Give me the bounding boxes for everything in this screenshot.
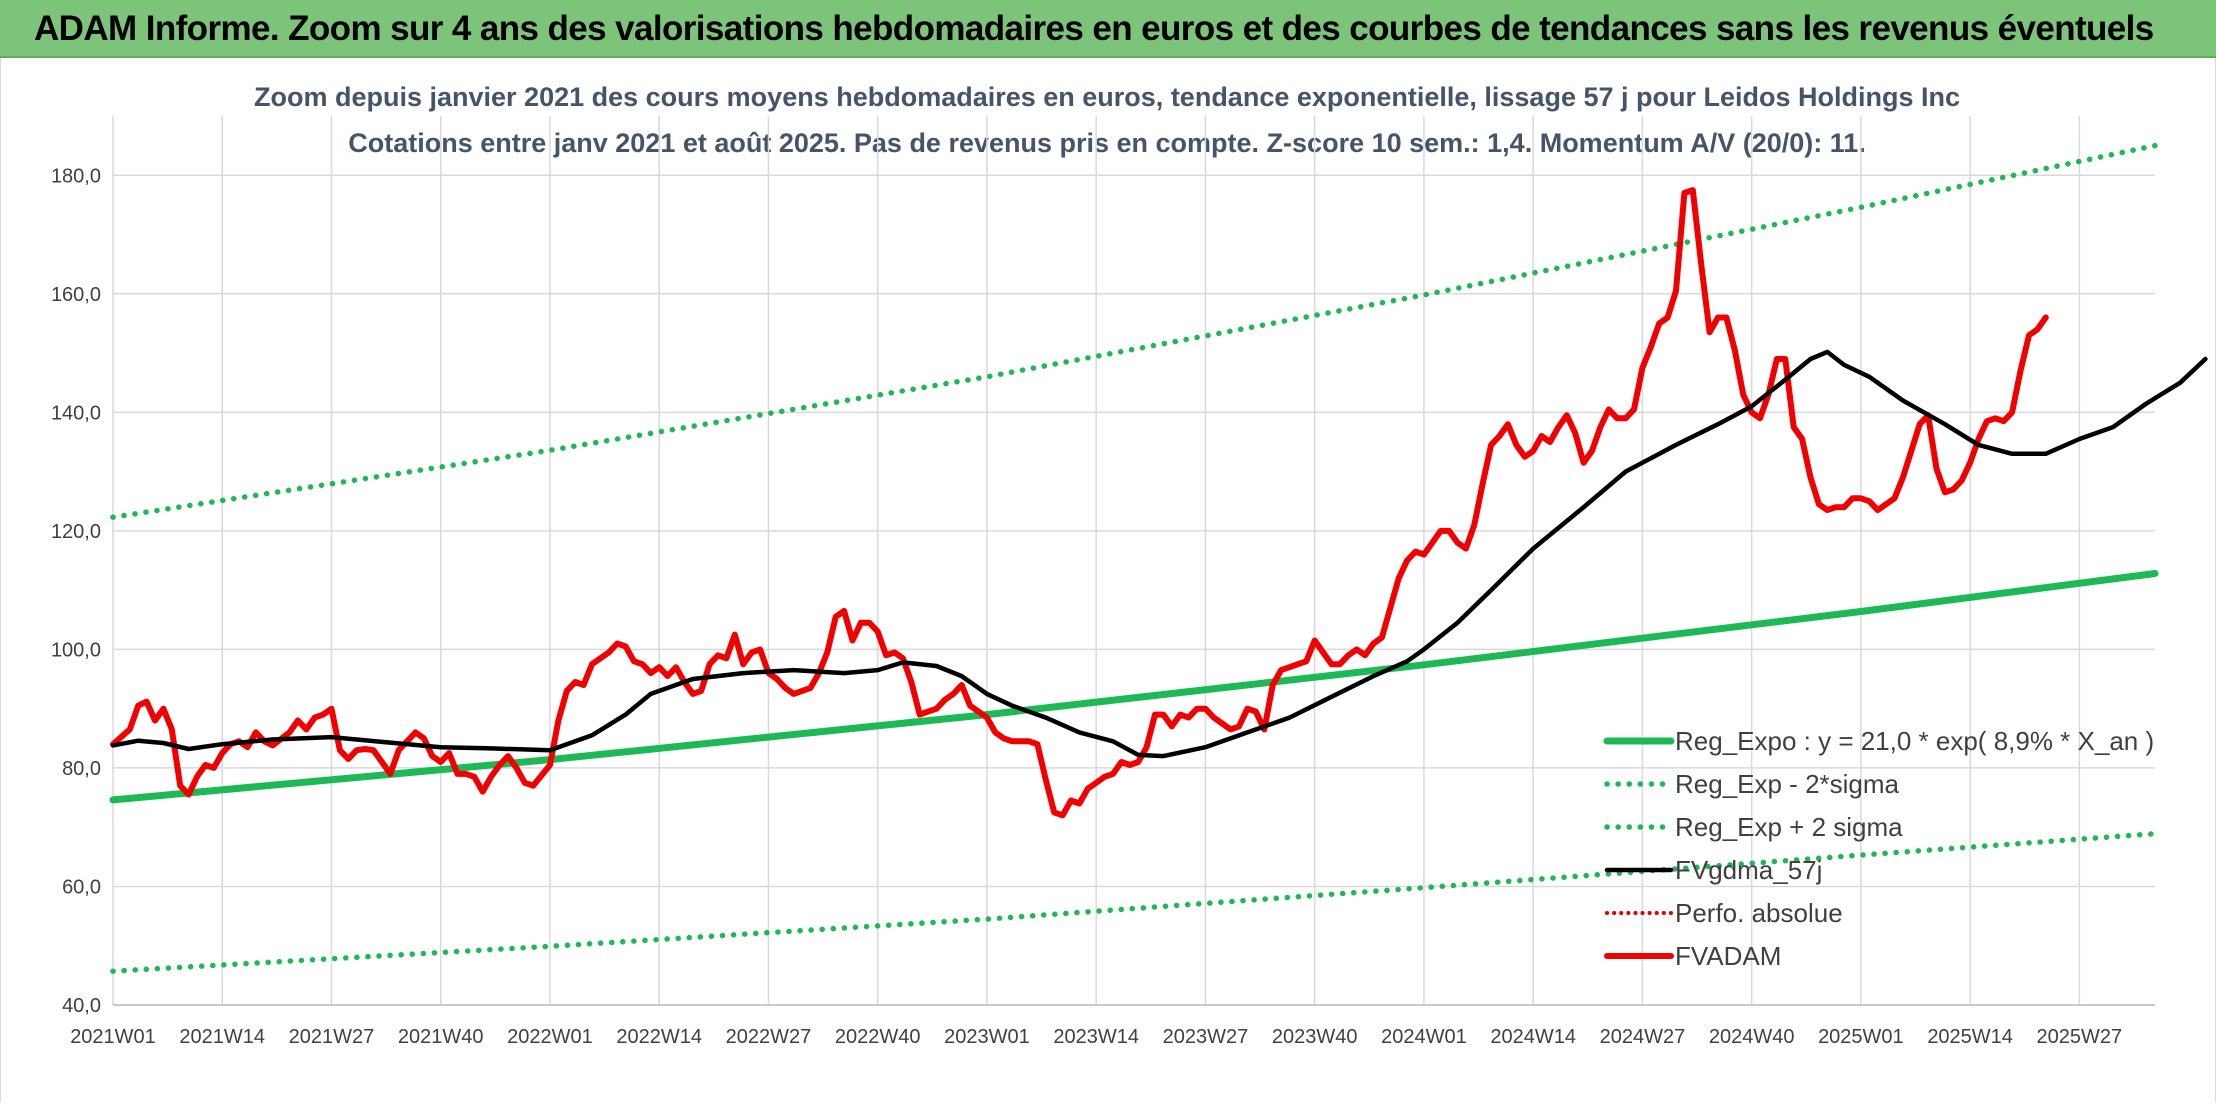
x-tick-label: 2024W01: [1381, 1026, 1467, 1048]
y-tick-label: 80,0: [62, 758, 101, 780]
legend-label: Reg_Exp + 2 sigma: [1675, 812, 1903, 842]
x-tick-label: 2025W27: [2037, 1026, 2123, 1048]
x-tick-label: 2024W27: [1600, 1026, 1686, 1048]
series-line-solid-black: [110, 349, 2208, 759]
series-line-dotted-green: [110, 830, 2158, 974]
chart-title-line1: Zoom depuis janvier 2021 des cours moyen…: [254, 82, 1960, 112]
x-tick-label: 2024W40: [1709, 1026, 1795, 1048]
chart-frame: Zoom depuis janvier 2021 des cours moyen…: [0, 58, 2216, 1102]
x-tick-label: 2023W14: [1053, 1026, 1139, 1048]
legend-label: FVADAM: [1675, 941, 1781, 971]
series: [109, 142, 2208, 974]
x-tick-label: 2022W14: [616, 1026, 702, 1048]
x-tick-label: 2023W01: [944, 1026, 1030, 1048]
series-line-solid-green: [109, 570, 2159, 804]
legend-label: Reg_Exp - 2*sigma: [1675, 769, 1900, 799]
y-tick-label: 180,0: [51, 165, 101, 187]
series-line-solid-red: [110, 187, 2049, 819]
x-tick-label: 2021W40: [398, 1026, 484, 1048]
x-tick-label: 2025W01: [1818, 1026, 1904, 1048]
y-tick-label: 160,0: [51, 284, 101, 306]
x-tick-label: 2022W40: [835, 1026, 921, 1048]
legend-label: Reg_Expo : y = 21,0 * exp( 8,9% * X_an ): [1675, 726, 2154, 756]
x-tick-label: 2023W27: [1163, 1026, 1249, 1048]
x-tick-label: 2024W14: [1490, 1026, 1576, 1048]
legend: Reg_Expo : y = 21,0 * exp( 8,9% * X_an )…: [1603, 726, 2154, 971]
axes: 40,0 60,0 80,0 100,0 120,0 140,0 160,0 180,0 202…: [51, 165, 2155, 1048]
legend-label: Perfo. absolue: [1675, 898, 1843, 928]
y-tick-label: 140,0: [51, 402, 101, 424]
x-tick-label: 2023W40: [1272, 1026, 1358, 1048]
y-tick-label: 100,0: [51, 639, 101, 661]
x-tick-label: 2021W14: [179, 1026, 265, 1048]
y-tick-label: 40,0: [62, 995, 101, 1017]
line-chart: Zoom depuis janvier 2021 des cours moyen…: [51, 82, 2208, 1048]
x-tick-label: 2022W27: [726, 1026, 812, 1048]
chart-title-line2: Cotations entre janv 2021 et août 2025. …: [348, 128, 1866, 158]
x-tick-label: 2025W14: [1927, 1026, 2013, 1048]
report-banner: ADAM Informe. Zoom sur 4 ans des valoris…: [0, 0, 2216, 58]
x-tick-label: 2021W27: [289, 1026, 375, 1048]
report-title: ADAM Informe. Zoom sur 4 ans des valoris…: [34, 9, 2154, 48]
y-tick-label: 120,0: [51, 521, 101, 543]
legend-label: FVgdma_57j: [1675, 855, 1822, 885]
x-tick-label: 2022W01: [507, 1026, 593, 1048]
grid: [112, 116, 2155, 1006]
series-line-dotted-green: [110, 142, 2158, 520]
x-tick-label: 2021W01: [70, 1026, 156, 1048]
y-tick-label: 60,0: [62, 876, 101, 898]
